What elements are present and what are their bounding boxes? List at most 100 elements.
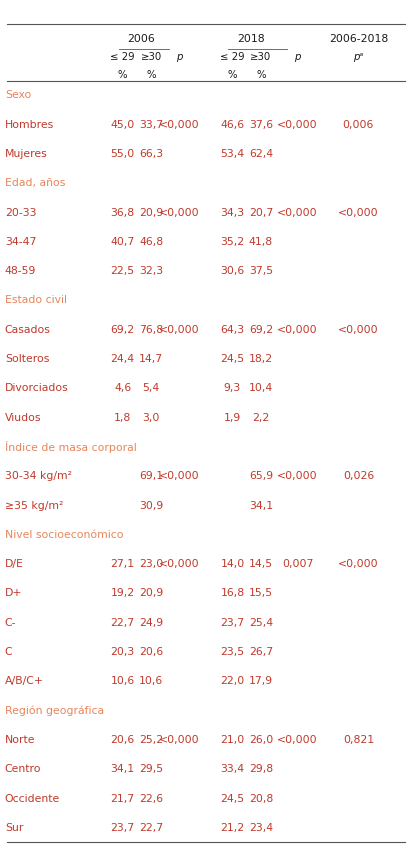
Text: 2018: 2018 bbox=[237, 34, 265, 44]
Text: 24,4: 24,4 bbox=[110, 354, 135, 364]
Text: <0,000: <0,000 bbox=[277, 325, 318, 335]
Text: 14,5: 14,5 bbox=[249, 559, 273, 569]
Text: ≥30: ≥30 bbox=[250, 52, 272, 62]
Text: 14,0: 14,0 bbox=[220, 559, 245, 569]
Text: 46,8: 46,8 bbox=[139, 237, 163, 247]
Text: 1,8: 1,8 bbox=[114, 412, 131, 423]
Text: 20,9: 20,9 bbox=[139, 208, 163, 217]
Text: 45,0: 45,0 bbox=[110, 119, 135, 130]
Text: p: p bbox=[294, 52, 301, 62]
Text: 30-34 kg/m²: 30-34 kg/m² bbox=[5, 471, 72, 481]
Text: 35,2: 35,2 bbox=[220, 237, 244, 247]
Text: 40,7: 40,7 bbox=[110, 237, 135, 247]
Text: 10,6: 10,6 bbox=[110, 676, 135, 687]
Text: <0,000: <0,000 bbox=[277, 208, 318, 217]
Text: %: % bbox=[228, 71, 237, 80]
Text: 69,1: 69,1 bbox=[139, 471, 163, 481]
Text: 22,7: 22,7 bbox=[110, 618, 135, 628]
Text: 34,1: 34,1 bbox=[110, 764, 135, 774]
Text: D/E: D/E bbox=[5, 559, 23, 569]
Text: 2006: 2006 bbox=[127, 34, 155, 44]
Text: Estado civil: Estado civil bbox=[5, 296, 67, 305]
Text: 33,7: 33,7 bbox=[139, 119, 163, 130]
Text: ≤ 29: ≤ 29 bbox=[110, 52, 135, 62]
Text: <0,000: <0,000 bbox=[277, 471, 318, 481]
Text: 22,7: 22,7 bbox=[139, 823, 163, 832]
Text: Índice de masa corporal: Índice de masa corporal bbox=[5, 440, 136, 453]
Text: 22,0: 22,0 bbox=[220, 676, 245, 687]
Text: %: % bbox=[146, 71, 156, 80]
Text: Occidente: Occidente bbox=[5, 793, 60, 803]
Text: 23,0: 23,0 bbox=[139, 559, 163, 569]
Text: 62,4: 62,4 bbox=[249, 149, 273, 159]
Text: <0,000: <0,000 bbox=[159, 208, 200, 217]
Text: Solteros: Solteros bbox=[5, 354, 49, 364]
Text: <0,000: <0,000 bbox=[338, 325, 379, 335]
Text: 34,3: 34,3 bbox=[220, 208, 244, 217]
Text: 37,5: 37,5 bbox=[249, 266, 273, 276]
Text: 32,3: 32,3 bbox=[139, 266, 163, 276]
Text: 23,7: 23,7 bbox=[110, 823, 135, 832]
Text: 53,4: 53,4 bbox=[220, 149, 244, 159]
Text: 22,5: 22,5 bbox=[110, 266, 135, 276]
Text: 25,2: 25,2 bbox=[139, 735, 163, 745]
Text: 24,9: 24,9 bbox=[139, 618, 163, 628]
Text: pᵃ: pᵃ bbox=[353, 52, 364, 62]
Text: 26,0: 26,0 bbox=[249, 735, 273, 745]
Text: <0,000: <0,000 bbox=[159, 325, 200, 335]
Text: 37,6: 37,6 bbox=[249, 119, 273, 130]
Text: Norte: Norte bbox=[5, 735, 35, 745]
Text: 0,026: 0,026 bbox=[343, 471, 374, 481]
Text: 14,7: 14,7 bbox=[139, 354, 163, 364]
Text: 36,8: 36,8 bbox=[110, 208, 135, 217]
Text: <0,000: <0,000 bbox=[159, 559, 200, 569]
Text: <0,000: <0,000 bbox=[159, 471, 200, 481]
Text: 23,5: 23,5 bbox=[220, 647, 244, 657]
Text: C: C bbox=[5, 647, 12, 657]
Text: Nivel socioeconómico: Nivel socioeconómico bbox=[5, 530, 123, 540]
Text: 15,5: 15,5 bbox=[249, 589, 273, 598]
Text: 10,4: 10,4 bbox=[249, 383, 273, 394]
Text: 30,9: 30,9 bbox=[139, 500, 163, 510]
Text: 48-59: 48-59 bbox=[5, 266, 36, 276]
Text: 64,3: 64,3 bbox=[220, 325, 244, 335]
Text: 20,8: 20,8 bbox=[249, 793, 273, 803]
Text: 65,9: 65,9 bbox=[249, 471, 273, 481]
Text: 3,0: 3,0 bbox=[143, 412, 160, 423]
Text: A/B/C+: A/B/C+ bbox=[5, 676, 44, 687]
Text: ≥35 kg/m²: ≥35 kg/m² bbox=[5, 500, 63, 510]
Text: 69,2: 69,2 bbox=[249, 325, 273, 335]
Text: D+: D+ bbox=[5, 589, 22, 598]
Text: <0,000: <0,000 bbox=[159, 735, 200, 745]
Text: Sexo: Sexo bbox=[5, 90, 31, 101]
Text: 21,0: 21,0 bbox=[220, 735, 245, 745]
Text: <0,000: <0,000 bbox=[277, 735, 318, 745]
Text: 0,006: 0,006 bbox=[343, 119, 374, 130]
Text: Divorciados: Divorciados bbox=[5, 383, 68, 394]
Text: 24,5: 24,5 bbox=[220, 354, 244, 364]
Text: 0,821: 0,821 bbox=[343, 735, 374, 745]
Text: p: p bbox=[176, 52, 183, 62]
Text: 41,8: 41,8 bbox=[249, 237, 273, 247]
Text: Región geográfica: Región geográfica bbox=[5, 705, 104, 716]
Text: 23,7: 23,7 bbox=[220, 618, 244, 628]
Text: <0,000: <0,000 bbox=[338, 208, 379, 217]
Text: <0,000: <0,000 bbox=[338, 559, 379, 569]
Text: C-: C- bbox=[5, 618, 16, 628]
Text: <0,000: <0,000 bbox=[159, 119, 200, 130]
Text: %: % bbox=[118, 71, 127, 80]
Text: 29,8: 29,8 bbox=[249, 764, 273, 774]
Text: Mujeres: Mujeres bbox=[5, 149, 47, 159]
Text: 5,4: 5,4 bbox=[143, 383, 160, 394]
Text: 34-47: 34-47 bbox=[5, 237, 36, 247]
Text: 20,9: 20,9 bbox=[139, 589, 163, 598]
Text: 18,2: 18,2 bbox=[249, 354, 273, 364]
Text: ≥30: ≥30 bbox=[140, 52, 162, 62]
Text: Casados: Casados bbox=[5, 325, 51, 335]
Text: 2,2: 2,2 bbox=[252, 412, 269, 423]
Text: Edad, años: Edad, años bbox=[5, 178, 65, 188]
Text: 17,9: 17,9 bbox=[249, 676, 273, 687]
Text: 25,4: 25,4 bbox=[249, 618, 273, 628]
Text: Sur: Sur bbox=[5, 823, 23, 832]
Text: 20,6: 20,6 bbox=[139, 647, 163, 657]
